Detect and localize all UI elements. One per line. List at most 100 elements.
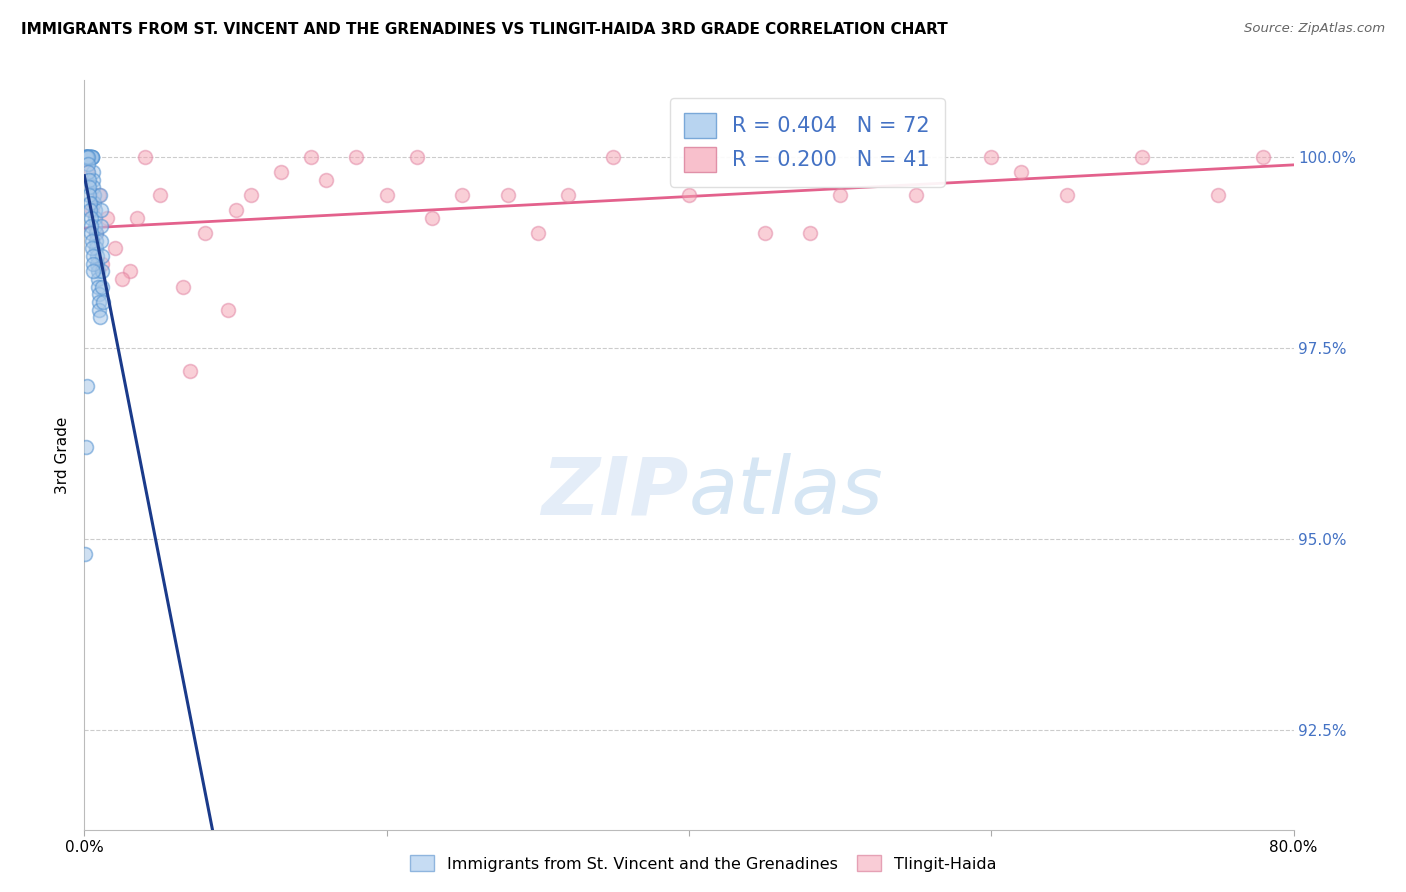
Point <box>77 150 100 164</box>
Point <box>77 172 100 186</box>
Point <box>76 150 98 164</box>
Point <box>904 188 927 202</box>
Point <box>527 226 550 240</box>
Point <box>90 249 112 263</box>
Point <box>79 195 101 210</box>
Point <box>90 219 112 233</box>
Point <box>79 150 101 164</box>
Point <box>172 279 194 293</box>
Point <box>194 226 217 240</box>
Point <box>75 150 97 164</box>
Point <box>86 226 108 240</box>
Point <box>406 150 429 164</box>
Point <box>557 188 579 202</box>
Point <box>84 234 107 248</box>
Point <box>76 150 98 164</box>
Point <box>77 157 100 171</box>
Point <box>451 188 474 202</box>
Point <box>118 264 141 278</box>
Point <box>127 211 149 225</box>
Legend: Immigrants from St. Vincent and the Grenadines, Tlingit-Haida: Immigrants from St. Vincent and the Gren… <box>402 847 1004 880</box>
Point <box>76 379 98 393</box>
Point <box>76 150 98 164</box>
Point <box>75 150 97 164</box>
Point <box>79 211 101 225</box>
Point <box>75 150 97 164</box>
Point <box>76 150 98 164</box>
Point <box>79 188 101 202</box>
Point <box>80 150 103 164</box>
Point <box>90 234 112 248</box>
Point <box>1132 150 1154 164</box>
Point <box>80 150 103 164</box>
Point <box>86 264 108 278</box>
Point <box>96 211 118 225</box>
Point <box>87 279 110 293</box>
Point <box>84 219 107 233</box>
Point <box>76 165 98 179</box>
Point <box>134 150 156 164</box>
Text: IMMIGRANTS FROM ST. VINCENT AND THE GRENADINES VS TLINGIT-HAIDA 3RD GRADE CORREL: IMMIGRANTS FROM ST. VINCENT AND THE GREN… <box>21 22 948 37</box>
Point <box>375 188 398 202</box>
Point <box>83 203 105 218</box>
Point <box>79 150 101 164</box>
Text: Source: ZipAtlas.com: Source: ZipAtlas.com <box>1244 22 1385 36</box>
Point <box>91 295 114 310</box>
Point <box>830 188 852 202</box>
Point <box>80 234 103 248</box>
Point <box>77 150 100 164</box>
Point <box>270 165 292 179</box>
Point <box>89 188 111 202</box>
Point <box>80 242 103 256</box>
Point <box>1011 165 1033 179</box>
Point <box>239 188 262 202</box>
Point <box>89 295 111 310</box>
Point <box>111 272 134 286</box>
Point <box>75 150 97 164</box>
Point <box>82 150 104 164</box>
Point <box>91 257 114 271</box>
Point <box>1206 188 1229 202</box>
Point <box>179 364 201 378</box>
Point <box>346 150 368 164</box>
Point <box>76 150 98 164</box>
Point <box>980 150 1002 164</box>
Point <box>77 150 100 164</box>
Point <box>75 150 97 164</box>
Point <box>75 150 97 164</box>
Point <box>1253 150 1275 164</box>
Point <box>86 242 108 256</box>
Point <box>678 188 700 202</box>
Point <box>82 264 104 278</box>
Point <box>799 226 821 240</box>
Point <box>77 180 100 194</box>
Point <box>75 440 97 454</box>
Point <box>89 302 111 317</box>
Point <box>79 203 101 218</box>
Point <box>496 188 519 202</box>
Point <box>82 165 104 179</box>
Point <box>90 203 112 218</box>
Point <box>75 150 97 164</box>
Point <box>225 203 247 218</box>
Point <box>754 226 776 240</box>
Point <box>80 219 103 233</box>
Point <box>217 302 239 317</box>
Point <box>1056 188 1078 202</box>
Point <box>82 249 104 263</box>
Text: ZIP: ZIP <box>541 453 689 532</box>
Point <box>89 188 111 202</box>
Point <box>83 188 105 202</box>
Point <box>84 226 107 240</box>
Point <box>80 150 103 164</box>
Text: atlas: atlas <box>689 453 884 532</box>
Point <box>299 150 322 164</box>
Point <box>76 150 98 164</box>
Point <box>80 203 103 218</box>
Point <box>82 180 104 194</box>
Point <box>91 264 114 278</box>
Point <box>87 272 110 286</box>
Point <box>82 257 104 271</box>
Point <box>75 547 97 561</box>
Point <box>315 172 337 186</box>
